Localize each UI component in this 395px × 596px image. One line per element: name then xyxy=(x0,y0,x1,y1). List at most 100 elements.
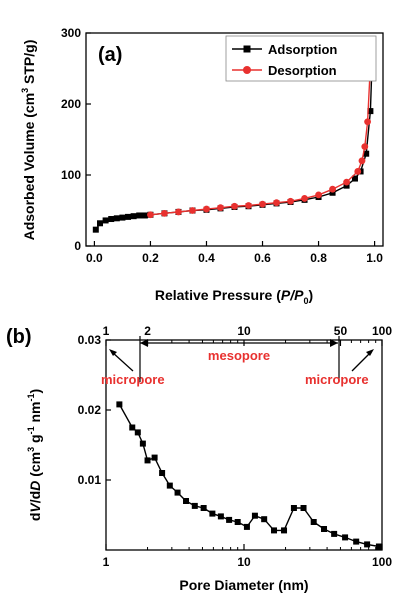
panel-b-ylabel-V: V xyxy=(27,502,43,513)
adsorption-point xyxy=(141,212,148,219)
legend-label-adsorption: Adsorption xyxy=(268,42,337,57)
panel-b-ylabel-D: D xyxy=(27,481,43,491)
pore-distribution-point xyxy=(243,523,250,530)
panel-a-xlabel: Relative Pressure (P/P0) xyxy=(155,287,313,306)
panel-a-xtick-label: 0.8 xyxy=(310,251,327,265)
desorption-point xyxy=(259,200,266,208)
panel-a-xtick-label: 0.6 xyxy=(254,251,271,265)
panel-b-xlabel: Pore Diameter (nm) xyxy=(179,577,308,593)
adsorption-point xyxy=(92,226,99,233)
desorption-point xyxy=(203,205,210,213)
pore-distribution-point xyxy=(183,498,190,504)
panel-b-xtick-label: 1 xyxy=(103,555,110,569)
panel-b-series xyxy=(116,401,382,550)
panel-b-xtick-label: 10 xyxy=(237,555,251,569)
pore-distribution-point xyxy=(342,534,349,541)
pore-distribution-point xyxy=(251,512,258,519)
panel-b-ylabel: dV/dD (cm3 g-1 nm-1) xyxy=(26,389,43,521)
pore-distribution-point xyxy=(310,519,317,525)
pore-distribution-point xyxy=(129,424,136,431)
panel-a-xtick-label: 1.0 xyxy=(366,251,383,265)
desorption-point xyxy=(364,118,371,126)
panel-b-top-xtick-label: 1 xyxy=(103,324,110,338)
legend: Adsorption Desorption xyxy=(225,35,377,82)
panel-b-ytick-label: 0.02 xyxy=(78,403,102,417)
panel-a-frame xyxy=(85,32,384,247)
panel-a-xtick-label: 0.0 xyxy=(86,251,103,265)
adsorption-point xyxy=(343,182,350,189)
panel-a-ticks: 0.0 0.2 0.4 0.6 0.8 1.0 0 100 200 300 xyxy=(61,26,383,265)
micropore-left-arrow xyxy=(111,351,134,372)
panel-b-ylabel-sup2: -1 xyxy=(26,426,36,434)
panel-b-ytick-label: 0.03 xyxy=(78,333,102,347)
panel-b-top-xtick-label: 10 xyxy=(237,324,251,338)
panel-b-ylabel-g: g xyxy=(27,434,43,446)
panel-b-ylabel-sup1: 3 xyxy=(26,447,36,452)
adsorption-point xyxy=(102,217,109,224)
pore-distribution-point xyxy=(116,401,123,408)
pore-distribution-point xyxy=(234,519,241,525)
desorption-point xyxy=(273,199,280,207)
pore-distribution-point xyxy=(321,526,328,532)
panel-b-ylabel-paren: (cm xyxy=(27,452,43,481)
adsorption-point xyxy=(108,216,115,223)
pore-distribution-point xyxy=(134,429,141,436)
pore-distribution-point xyxy=(209,510,216,517)
desorption-point xyxy=(301,195,308,202)
panel-b-label: (b) xyxy=(6,326,32,348)
micropore-left-arrowhead xyxy=(109,349,117,356)
adsorption-point xyxy=(363,150,370,157)
pore-distribution-point xyxy=(226,516,233,523)
pore-distribution-point xyxy=(174,489,181,496)
pore-distribution-point xyxy=(300,505,307,511)
adsorption-point xyxy=(136,212,143,219)
panel-b-top-xtick-label: 50 xyxy=(334,324,348,338)
panel-a-ylabel-suffix: STP/g) xyxy=(21,40,37,88)
pore-distribution-point xyxy=(217,513,224,520)
adsorption-point xyxy=(113,215,120,222)
micropore-right-arrow xyxy=(351,351,372,372)
micropore-right-arrowhead xyxy=(366,349,374,356)
desorption-point xyxy=(161,209,168,217)
panel-b-top-xtick-label: 100 xyxy=(372,324,392,338)
desorption-point xyxy=(231,202,238,210)
pore-distribution-point xyxy=(144,457,151,464)
panel-b: 1 10 100 1 2 10 50 100 0.01 0.02 0.03 (b) micropor… xyxy=(6,324,392,593)
mesopore-range-arrowhead-right xyxy=(330,339,338,347)
adsorption-point xyxy=(367,108,374,115)
desorption-point xyxy=(147,211,154,219)
pore-distribution-point xyxy=(364,541,371,548)
pore-distribution-point xyxy=(166,482,173,489)
desorption-point xyxy=(354,168,362,175)
mesopore-range-arrowhead-left xyxy=(140,339,148,347)
panel-b-ylabel-slash: /d xyxy=(27,491,43,503)
pore-distribution-point xyxy=(271,527,278,534)
adsorption-point xyxy=(351,175,358,182)
micropore-right-label: micropore xyxy=(305,372,369,387)
panel-a-ytick-label: 200 xyxy=(61,97,81,111)
panel-b-ticks: 1 10 100 1 2 10 50 100 0.01 0.02 0.03 xyxy=(78,324,393,569)
panel-b-ylabel-d: d xyxy=(27,513,43,522)
adsorption-point xyxy=(329,189,336,196)
pore-distribution-point xyxy=(261,516,268,523)
adsorption-point xyxy=(130,213,137,220)
mesopore-label: mesopore xyxy=(208,348,270,363)
pore-distribution-point xyxy=(353,538,360,545)
panel-b-ylabel-nm: nm xyxy=(27,402,43,427)
desorption-point xyxy=(189,207,196,214)
adsorption-point xyxy=(97,220,104,227)
desorption-point xyxy=(287,197,294,205)
panel-b-ytick-label: 0.01 xyxy=(78,473,102,487)
pore-distribution-point xyxy=(290,505,297,511)
panel-a-ytick-label: 0 xyxy=(74,239,81,253)
panel-a-ylabel-prefix: Adsorbed Volume (cm xyxy=(21,93,37,241)
legend-marker-desorption xyxy=(243,66,251,74)
pore-distribution-point xyxy=(139,440,146,447)
pore-distribution-point xyxy=(331,530,338,537)
legend-box xyxy=(225,35,377,82)
desorption-point xyxy=(245,202,252,209)
panel-a-ylabel-sup: 3 xyxy=(20,88,30,93)
panel-a-xlabel-sub: 0 xyxy=(303,296,308,306)
desorption-point xyxy=(343,178,350,186)
